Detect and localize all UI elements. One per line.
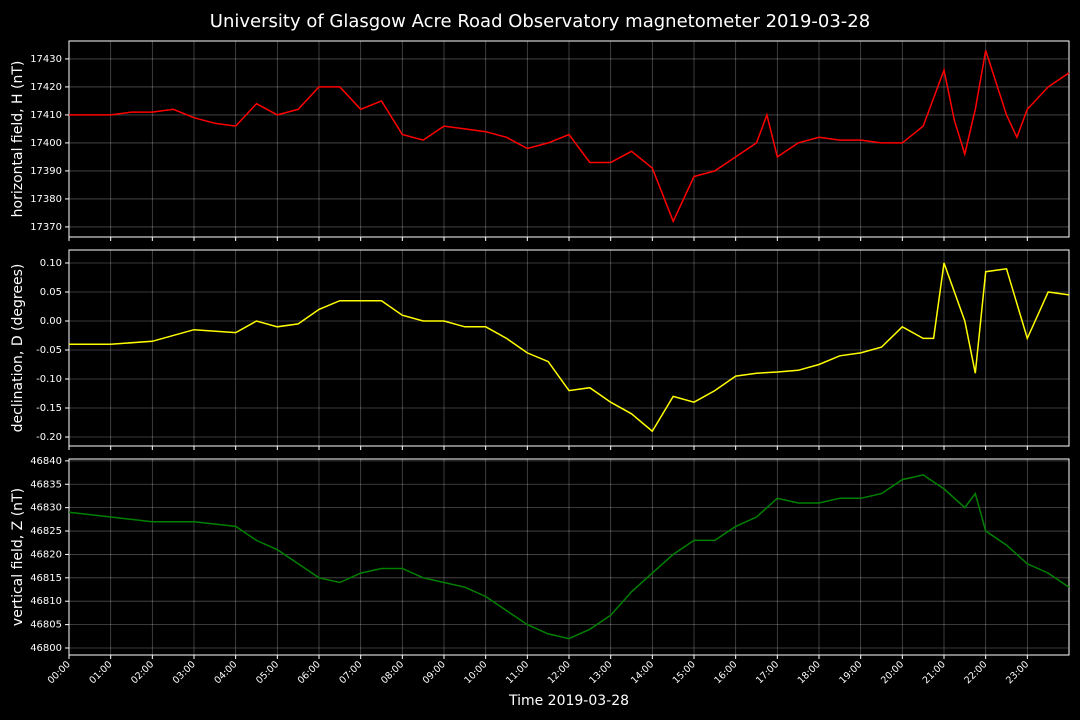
y-tick-label: 46820 <box>30 549 62 560</box>
y-tick-label: -0.15 <box>36 403 62 414</box>
y-tick-label: 46840 <box>30 456 62 467</box>
y-axis-label: horizontal field, H (nT) <box>10 61 26 218</box>
y-axis-label: vertical field, Z (nT) <box>10 488 26 626</box>
data-line <box>68 474 1070 640</box>
y-tick-label: 17430 <box>30 54 62 65</box>
chart-title: University of Glasgow Acre Road Observat… <box>210 11 870 32</box>
y-tick-label: 46815 <box>30 573 62 584</box>
y-tick-label: 46805 <box>30 620 62 631</box>
y-tick-label: 0.05 <box>40 287 62 298</box>
y-tick-label: 17400 <box>30 138 62 149</box>
y-tick-label: 46825 <box>30 526 62 537</box>
y-tick-label: 46835 <box>30 479 62 490</box>
y-tick-label: 17410 <box>30 110 62 121</box>
data-line <box>69 262 1070 433</box>
y-tick-label: 46810 <box>30 596 62 607</box>
y-tick-label: 46830 <box>30 503 62 514</box>
y-tick-label: -0.05 <box>36 345 62 356</box>
y-tick-label: 17420 <box>30 82 62 93</box>
y-tick-label: 0.10 <box>40 258 62 269</box>
y-tick-label: 0.00 <box>40 316 62 327</box>
plot-frame <box>68 249 1070 447</box>
data-line <box>69 50 1070 224</box>
y-tick-label: 17380 <box>30 194 62 205</box>
plot-frame <box>68 458 1070 656</box>
y-axis-label: declination, D (degrees) <box>10 264 26 433</box>
plot-frame <box>68 40 1070 238</box>
x-axis-label: Time 2019-03-28 <box>508 693 629 709</box>
y-tick-label: -0.20 <box>36 432 62 443</box>
y-tick-label: -0.10 <box>36 374 62 385</box>
y-tick-label: 46800 <box>30 643 62 654</box>
y-tick-label: 17390 <box>30 166 62 177</box>
y-tick-label: 17370 <box>30 222 62 233</box>
